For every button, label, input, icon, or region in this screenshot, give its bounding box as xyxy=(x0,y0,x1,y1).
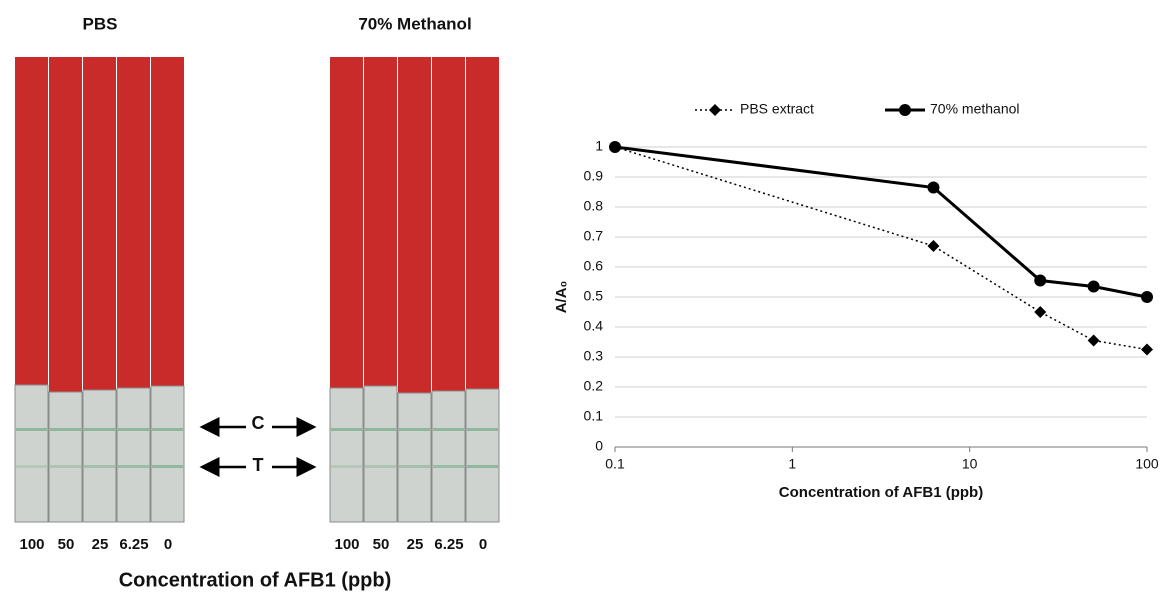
strip-membrane xyxy=(150,385,185,523)
strip-pad xyxy=(117,57,150,388)
strip-label: 100 xyxy=(19,536,44,553)
group-title: 70% Methanol xyxy=(358,14,471,33)
x-tick-label: 0.1 xyxy=(605,456,625,472)
control-band xyxy=(152,428,183,431)
strip-label: 6.25 xyxy=(434,536,463,553)
strip-pad xyxy=(466,57,499,389)
point xyxy=(1141,343,1153,356)
control-band xyxy=(399,428,430,431)
test-band xyxy=(399,465,430,468)
strip-pad xyxy=(330,57,363,388)
arrows xyxy=(199,417,317,477)
legend-label: 70% methanol xyxy=(930,101,1020,117)
strip-pad xyxy=(364,57,397,386)
legend-marker xyxy=(709,104,721,116)
control-band xyxy=(331,428,362,431)
test-band xyxy=(16,465,47,468)
control-band xyxy=(84,428,115,431)
control-band xyxy=(50,428,81,431)
control-label: C xyxy=(252,413,265,433)
strip-label: 25 xyxy=(407,536,424,553)
strip-pad xyxy=(398,57,431,393)
strip-pad xyxy=(151,57,184,386)
control-band xyxy=(467,428,498,431)
y-tick-label: 0.1 xyxy=(584,408,604,424)
strip-pad xyxy=(15,57,48,385)
y-tick-label: 0.4 xyxy=(584,318,604,334)
strip-membrane xyxy=(397,392,432,523)
test-band xyxy=(433,465,464,468)
y-tick-label: 1 xyxy=(595,138,603,154)
strip-pad xyxy=(432,57,465,391)
y-tick-label: 0.9 xyxy=(584,168,604,184)
strip-membrane xyxy=(431,390,466,523)
test-band xyxy=(331,465,362,468)
point xyxy=(1087,334,1100,347)
test-label: T xyxy=(253,455,264,475)
legend-label: PBS extract xyxy=(740,101,814,117)
strip-membrane xyxy=(329,387,364,523)
y-tick-label: 0 xyxy=(595,438,603,454)
strip-label: 100 xyxy=(334,536,359,553)
x-tick-label: 1 xyxy=(788,456,796,472)
x-tick-label: 10 xyxy=(962,456,978,472)
strip-membrane xyxy=(465,388,500,523)
strip-membrane xyxy=(363,385,398,523)
y-axis-label: A/A₀ xyxy=(553,281,570,314)
y-tick-label: 0.5 xyxy=(584,288,604,304)
point xyxy=(609,141,621,153)
test-band xyxy=(118,465,149,468)
control-band xyxy=(118,428,149,431)
point xyxy=(927,240,940,252)
strip-label: 50 xyxy=(58,536,75,553)
strip-panel: PBS 100 50 25 6.25 0 70% Methanol 100 50 25 6.25 0 xyxy=(14,14,500,553)
y-tick-label: 0.7 xyxy=(584,228,604,244)
test-band xyxy=(467,465,498,468)
strip-pad xyxy=(49,57,82,392)
strip-pad xyxy=(83,57,116,390)
point xyxy=(927,181,940,194)
point xyxy=(1034,274,1047,287)
control-band xyxy=(16,428,47,431)
y-tick-label: 0.2 xyxy=(584,378,604,394)
y-tick-label: 0.6 xyxy=(584,258,604,274)
strip-label: 0 xyxy=(164,536,172,553)
strip-membrane xyxy=(116,387,151,523)
test-band xyxy=(84,465,115,468)
legend-marker xyxy=(899,104,911,116)
strip-x-label: Concentration of AFB1 (ppb) xyxy=(119,569,392,591)
strip-membrane xyxy=(14,384,49,523)
series-line xyxy=(614,145,1148,299)
point xyxy=(1034,306,1047,318)
test-band xyxy=(365,465,396,468)
x-tick-label: 100 xyxy=(1135,456,1159,472)
line-chart: 00.10.20.30.40.50.60.70.80.910.1 1 10 100Co… xyxy=(553,101,1159,501)
strip-label: 25 xyxy=(92,536,109,553)
strip-label: 0 xyxy=(479,536,487,553)
point xyxy=(1141,291,1153,303)
group-title: PBS xyxy=(83,14,118,33)
control-band xyxy=(433,428,464,431)
y-tick-label: 0.3 xyxy=(584,348,604,364)
strip-label: 6.25 xyxy=(119,536,148,553)
strip-label: 50 xyxy=(373,536,390,553)
x-axis-label: Concentration of AFB1 (ppb) xyxy=(779,484,983,501)
y-tick-label: 0.8 xyxy=(584,198,604,214)
point xyxy=(1087,280,1100,293)
test-band xyxy=(50,465,81,468)
strip-membrane xyxy=(82,389,117,523)
strip-membrane xyxy=(48,391,83,523)
test-band xyxy=(152,465,183,468)
control-band xyxy=(365,428,396,431)
